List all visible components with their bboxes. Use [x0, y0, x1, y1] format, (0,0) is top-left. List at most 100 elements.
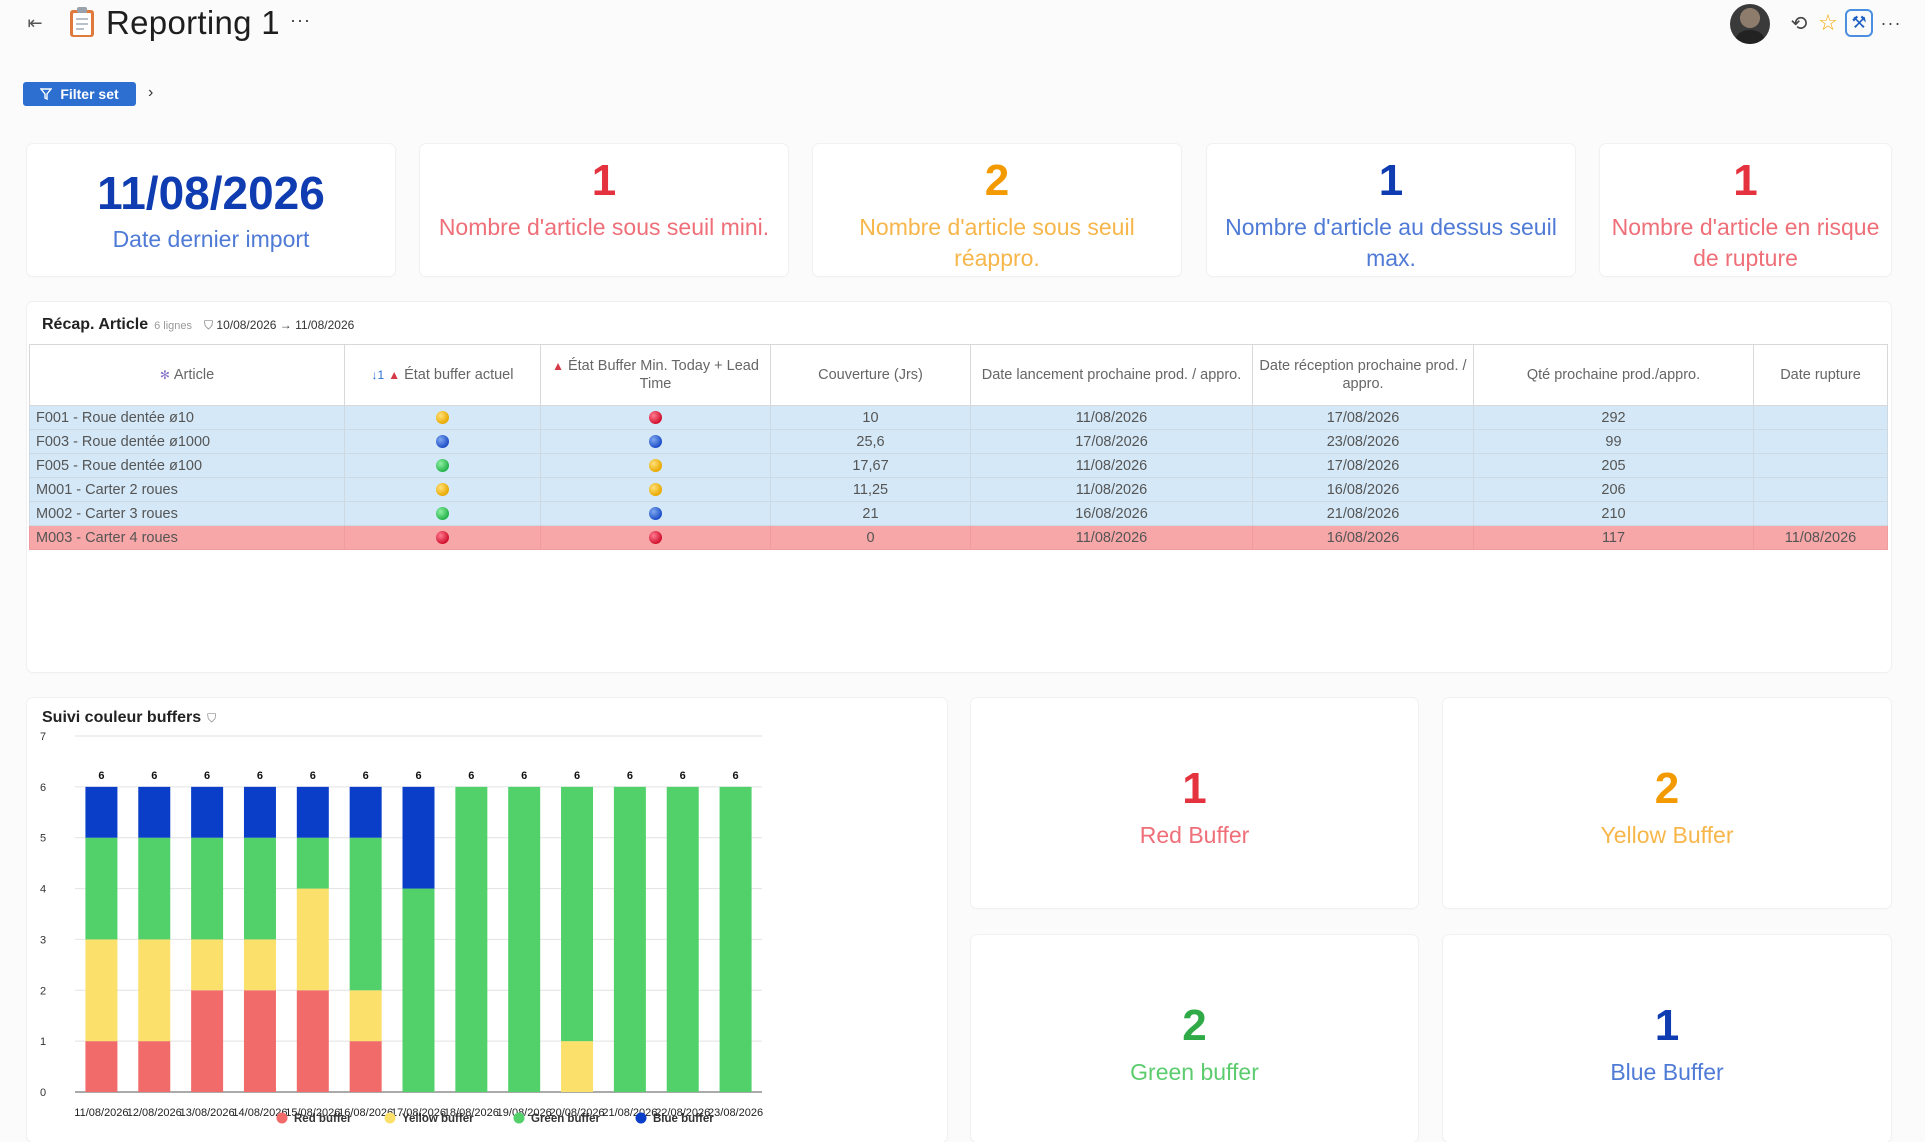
bar-segment-green-buffer: [613, 786, 646, 1092]
cell-qte[interactable]: 205: [1473, 453, 1754, 478]
cell-qte[interactable]: 206: [1473, 477, 1754, 502]
star-icon[interactable]: ☆: [1818, 10, 1838, 35]
table-row[interactable]: F005 - Roue dentée ø100 17,67 11/08/2026 17…: [29, 453, 1888, 478]
cell-etat-buffer-min[interactable]: [540, 501, 771, 526]
cell-etat-buffer[interactable]: [344, 525, 541, 550]
cell-article[interactable]: F003 - Roue dentée ø1000: [29, 429, 345, 454]
cell-date-rupture[interactable]: [1753, 501, 1888, 526]
funnel-icon[interactable]: ⛉: [207, 711, 217, 725]
cell-article[interactable]: M002 - Carter 3 roues: [29, 501, 345, 526]
legend-marker: [513, 1112, 525, 1124]
column-header-date-reception[interactable]: Date réception prochaine prod. / appro.: [1252, 344, 1474, 406]
cell-article[interactable]: F001 - Roue dentée ø10: [29, 405, 345, 430]
blue-status-dot-icon: [649, 507, 662, 521]
cell-etat-buffer[interactable]: [344, 501, 541, 526]
cell-date-reception[interactable]: 17/08/2026: [1252, 405, 1474, 430]
recap-row-count: 6 lignes: [154, 320, 193, 332]
column-header-article[interactable]: ✻ Article: [29, 344, 345, 406]
x-tick-label: 21/08/2026: [602, 1107, 657, 1119]
cell-date-lancement[interactable]: 17/08/2026: [970, 429, 1253, 454]
cell-date-rupture[interactable]: 11/08/2026: [1753, 525, 1888, 550]
cell-article[interactable]: M003 - Carter 4 roues: [29, 525, 345, 550]
buffer-card-blue: 1 Blue Buffer: [1443, 935, 1891, 1142]
table-row[interactable]: M003 - Carter 4 roues 0 11/08/2026 16/08/20…: [29, 525, 1888, 550]
cell-etat-buffer[interactable]: [344, 453, 541, 478]
y-tick-label: 5: [40, 833, 46, 845]
cell-etat-buffer-min[interactable]: [540, 453, 771, 478]
cell-date-lancement[interactable]: 16/08/2026: [970, 501, 1253, 526]
cell-qte[interactable]: 99: [1473, 429, 1754, 454]
cell-date-reception[interactable]: 16/08/2026: [1252, 525, 1474, 550]
more-options-icon[interactable]: ···: [1880, 12, 1902, 33]
recap-date-filter[interactable]: ⛉ 10/08/2026 → 11/08/2026: [204, 318, 354, 333]
gear-icon: ✻: [159, 368, 170, 382]
x-tick-label: 11/08/2026: [74, 1107, 128, 1119]
cell-etat-buffer-min[interactable]: [540, 429, 771, 454]
column-header-couverture[interactable]: Couverture (Jrs): [770, 344, 971, 406]
cell-date-rupture[interactable]: [1753, 429, 1888, 454]
cell-date-reception[interactable]: 16/08/2026: [1252, 477, 1474, 502]
bar-segment-red-buffer: [138, 1041, 171, 1092]
cell-qte[interactable]: 292: [1473, 405, 1754, 430]
column-header-etat-buffer-min[interactable]: ▲ État Buffer Min. Today + Lead Time: [540, 344, 771, 406]
cell-date-rupture[interactable]: [1753, 405, 1888, 430]
chevron-right-icon[interactable]: ›: [148, 84, 154, 101]
cell-couverture[interactable]: 21: [770, 501, 971, 526]
avatar[interactable]: [1730, 4, 1770, 44]
stacked-bar-chart: 0 1 2 3 4 5 6 7 6 11/08/2026 6 12/08/2026 6 13/08/202…: [40, 731, 763, 1125]
y-tick-label: 7: [40, 731, 46, 743]
cell-couverture[interactable]: 11,25: [770, 477, 971, 502]
cell-date-reception[interactable]: 23/08/2026: [1252, 429, 1474, 454]
cell-date-lancement[interactable]: 11/08/2026: [970, 525, 1253, 550]
tools-icon[interactable]: ⚒: [1845, 9, 1873, 37]
cell-couverture[interactable]: 10: [770, 405, 971, 430]
cell-etat-buffer-min[interactable]: [540, 525, 771, 550]
recap-header: Récap. Article 6 lignes ⛉ 10/08/2026 → 1…: [42, 316, 354, 334]
bar-segment-blue-buffer: [296, 786, 329, 838]
table-row[interactable]: M002 - Carter 3 roues 21 16/08/2026 21/08/2…: [29, 501, 1888, 526]
cell-date-reception[interactable]: 21/08/2026: [1252, 501, 1474, 526]
cell-etat-buffer[interactable]: [344, 477, 541, 502]
cell-article[interactable]: M001 - Carter 2 roues: [29, 477, 345, 502]
kpi-label: Nombre d'article sous seuil réappro.: [859, 214, 1135, 271]
table-row[interactable]: F003 - Roue dentée ø1000 25,6 17/08/2026 23…: [29, 429, 1888, 454]
table-row[interactable]: M001 - Carter 2 roues 11,25 11/08/2026 16/0…: [29, 477, 1888, 502]
filter-set-button[interactable]: Filter set: [23, 82, 136, 106]
cell-date-rupture[interactable]: [1753, 477, 1888, 502]
cell-couverture[interactable]: 25,6: [770, 429, 971, 454]
cell-date-rupture[interactable]: [1753, 453, 1888, 478]
column-header-date-rupture[interactable]: Date rupture: [1753, 344, 1888, 406]
cell-date-lancement[interactable]: 11/08/2026: [970, 405, 1253, 430]
cell-qte[interactable]: 210: [1473, 501, 1754, 526]
cell-qte[interactable]: 117: [1473, 525, 1754, 550]
legend-marker: [276, 1112, 288, 1124]
column-header-etat-buffer[interactable]: ↓1 ▲ État buffer actuel: [344, 344, 541, 406]
title-more-icon[interactable]: ···: [290, 10, 311, 30]
kpi-value: 1: [1733, 156, 1758, 205]
x-tick-label: 19/08/2026: [497, 1107, 552, 1119]
cell-couverture[interactable]: 0: [770, 525, 971, 550]
cell-etat-buffer[interactable]: [344, 405, 541, 430]
buffer-count: 2: [1654, 764, 1680, 813]
legend-marker: [635, 1112, 647, 1124]
cell-date-lancement[interactable]: 11/08/2026: [970, 453, 1253, 478]
x-tick-label: 17/08/2026: [391, 1107, 446, 1119]
y-tick-label: 6: [40, 782, 46, 794]
bar-segment-blue-buffer: [191, 786, 224, 838]
cell-etat-buffer-min[interactable]: [540, 477, 771, 502]
column-header-qte[interactable]: Qté prochaine prod./appro.: [1473, 344, 1754, 406]
cell-etat-buffer-min[interactable]: [540, 405, 771, 430]
alert-icon: ▲: [552, 359, 564, 373]
bar-segment-green-buffer: [666, 786, 699, 1092]
cell-date-reception[interactable]: 17/08/2026: [1252, 453, 1474, 478]
cell-article[interactable]: F005 - Roue dentée ø100: [29, 453, 345, 478]
column-header-date-lancement[interactable]: Date lancement prochaine prod. / appro.: [970, 344, 1253, 406]
total-data-label: 6: [98, 770, 104, 782]
collapse-sidebar-icon[interactable]: ⇤: [27, 13, 43, 33]
cell-couverture[interactable]: 17,67: [770, 453, 971, 478]
cell-etat-buffer[interactable]: [344, 429, 541, 454]
history-icon[interactable]: ⟲: [1790, 12, 1808, 35]
table-row[interactable]: F001 - Roue dentée ø10 10 11/08/2026 17/08/…: [29, 405, 1888, 430]
funnel-icon: ⛉: [204, 318, 214, 332]
cell-date-lancement[interactable]: 11/08/2026: [970, 477, 1253, 502]
